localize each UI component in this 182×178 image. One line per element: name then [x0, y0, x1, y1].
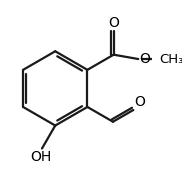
Text: O: O — [134, 95, 145, 109]
Text: O: O — [108, 16, 119, 30]
Text: CH₃: CH₃ — [160, 53, 182, 66]
Text: OH: OH — [31, 150, 52, 164]
Text: O: O — [139, 52, 150, 66]
